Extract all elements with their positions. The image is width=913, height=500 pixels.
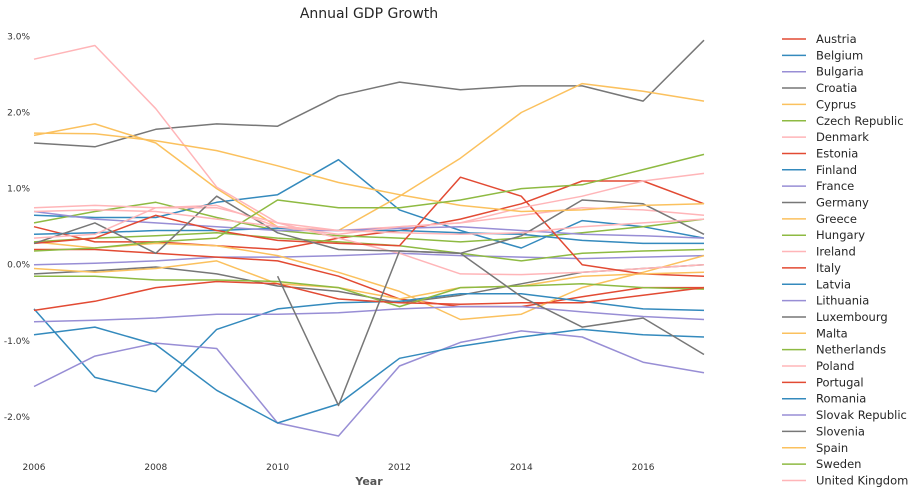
- legend: Austria Belgium Bulgaria Croatia Cyprus Czech…: [782, 32, 908, 487]
- legend-label-germany: Germany: [816, 196, 869, 210]
- legend-label-austria: Austria: [816, 32, 857, 46]
- x-axis-label: Year: [354, 475, 383, 488]
- legend-label-belgium: Belgium: [816, 48, 863, 62]
- legend-label-netherlands: Netherlands: [816, 343, 886, 357]
- series-line-bulgaria: [33, 252, 705, 266]
- legend-label-poland: Poland: [816, 359, 854, 373]
- legend-label-ireland: Ireland: [816, 245, 856, 259]
- x-axis-ticks: 2006 2008 2010 2012 2014 2016: [23, 463, 655, 473]
- x-tick-label: 2012: [388, 463, 411, 473]
- series-line-slovenia: [276, 250, 705, 407]
- x-tick-label: 2014: [510, 463, 533, 473]
- legend-label-malta: Malta: [816, 326, 848, 340]
- legend-label-portugal: Portugal: [816, 375, 864, 389]
- series-line-france: [33, 210, 705, 239]
- series-line-ireland: [33, 44, 705, 276]
- x-tick-label: 2016: [632, 463, 655, 473]
- series-line-estonia: [34, 248, 704, 308]
- series-line-luxembourg: [33, 195, 705, 255]
- legend-label-czech-republic: Czech Republic: [816, 114, 904, 128]
- series-line-spain: [33, 132, 705, 213]
- y-tick-label: -2.0%: [4, 413, 31, 423]
- series-line-slovak-republic: [33, 305, 705, 323]
- legend-label-finland: Finland: [816, 163, 857, 177]
- series-line-greece: [33, 241, 705, 321]
- legend-label-slovak-republic: Slovak Republic: [816, 408, 907, 422]
- y-axis-ticks: -2.0% -1.0% 0.0% 1.0% 2.0% 3.0%: [4, 32, 31, 423]
- legend-label-slovenia: Slovenia: [816, 424, 865, 438]
- legend-label-estonia: Estonia: [816, 146, 858, 160]
- legend-label-latvia: Latvia: [816, 277, 851, 291]
- x-tick-label: 2010: [266, 463, 289, 473]
- y-tick-label: 2.0%: [7, 109, 30, 119]
- series-line-czech-republic: [33, 201, 705, 243]
- series-line-netherlands: [34, 275, 705, 308]
- series-line-romania: [33, 326, 705, 424]
- y-tick-label: 1.0%: [7, 185, 30, 195]
- legend-label-lithuania: Lithuania: [816, 294, 869, 308]
- legend-label-luxembourg: Luxembourg: [816, 310, 888, 324]
- legend-label-denmark: Denmark: [816, 130, 869, 144]
- legend-label-croatia: Croatia: [816, 81, 857, 95]
- chart-title: Annual GDP Growth: [300, 6, 438, 22]
- y-tick-label: -1.0%: [4, 337, 31, 347]
- y-tick-label: 0.0%: [7, 261, 30, 271]
- legend-label-italy: Italy: [816, 261, 841, 275]
- y-tick-label: 3.0%: [7, 32, 30, 42]
- legend-label-romania: Romania: [816, 392, 866, 406]
- x-tick-label: 2006: [23, 463, 46, 473]
- series-line-latvia: [33, 292, 705, 393]
- series-line-italy: [33, 176, 705, 277]
- legend-label-spain: Spain: [816, 441, 848, 455]
- plot-area: [33, 39, 705, 437]
- series-line-sweden: [33, 153, 705, 252]
- legend-label-sweden: Sweden: [816, 457, 861, 471]
- series-line-portugal: [33, 280, 705, 312]
- legend-label-france: France: [816, 179, 854, 193]
- legend-label-bulgaria: Bulgaria: [816, 65, 864, 79]
- series-line-poland: [33, 172, 705, 239]
- legend-label-hungary: Hungary: [816, 228, 865, 242]
- series-line-austria: [33, 180, 705, 251]
- legend-label-united-kingdom: United Kingdom: [816, 473, 908, 487]
- series-line-united-kingdom: [33, 209, 705, 236]
- x-tick-label: 2008: [144, 463, 167, 473]
- legend-label-greece: Greece: [816, 212, 857, 226]
- series-line-lithuania: [33, 330, 705, 437]
- series-line-croatia: [33, 39, 705, 148]
- legend-label-cyprus: Cyprus: [816, 97, 856, 111]
- series-line-malta: [33, 260, 705, 300]
- series-line-belgium: [33, 158, 705, 249]
